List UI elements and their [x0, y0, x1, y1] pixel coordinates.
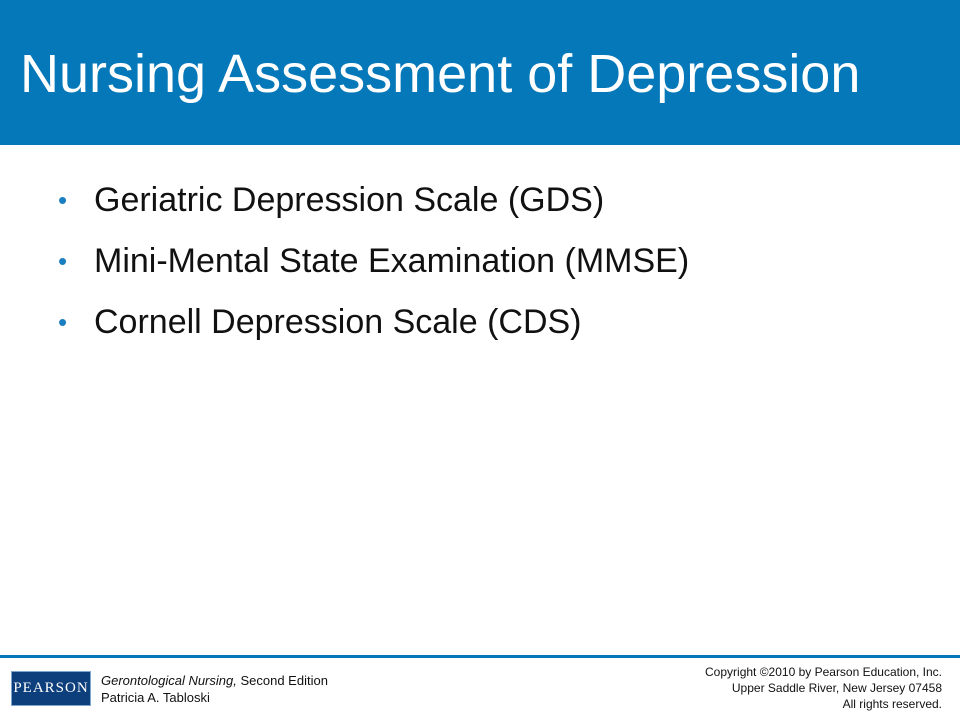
pearson-logo: PEARSON — [11, 671, 91, 706]
slide-title: Nursing Assessment of Depression — [20, 44, 861, 104]
bullet-list: • Geriatric Depression Scale (GDS) • Min… — [58, 170, 689, 353]
copyright-line: Upper Saddle River, New Jersey 07458 — [731, 681, 942, 695]
book-author: Patricia A. Tabloski — [101, 690, 210, 705]
copyright-notice: Copyright ©2010 by Pearson Education, In… — [705, 664, 942, 712]
bullet-text: Geriatric Depression Scale (GDS) — [94, 181, 605, 219]
footer-divider — [0, 655, 960, 658]
bullet-dot-icon: • — [58, 246, 68, 276]
copyright-line: Copyright ©2010 by Pearson Education, In… — [705, 665, 942, 679]
bullet-item: • Mini-Mental State Examination (MMSE) — [58, 231, 689, 292]
book-edition: Second Edition — [236, 673, 328, 688]
bullet-item: • Geriatric Depression Scale (GDS) — [58, 170, 689, 231]
bullet-dot-icon: • — [58, 185, 68, 215]
book-title: Gerontological Nursing, — [101, 673, 237, 688]
bullet-dot-icon: • — [58, 307, 68, 337]
book-info: Gerontological Nursing, Second Edition P… — [101, 672, 328, 706]
bullet-item: • Cornell Depression Scale (CDS) — [58, 292, 689, 353]
title-bar: Nursing Assessment of Depression — [0, 0, 960, 145]
bullet-text: Cornell Depression Scale (CDS) — [94, 303, 582, 341]
bullet-text: Mini-Mental State Examination (MMSE) — [94, 242, 690, 280]
book-title-line: Gerontological Nursing, Second Edition — [101, 672, 328, 689]
copyright-line: All rights reserved. — [842, 697, 942, 711]
